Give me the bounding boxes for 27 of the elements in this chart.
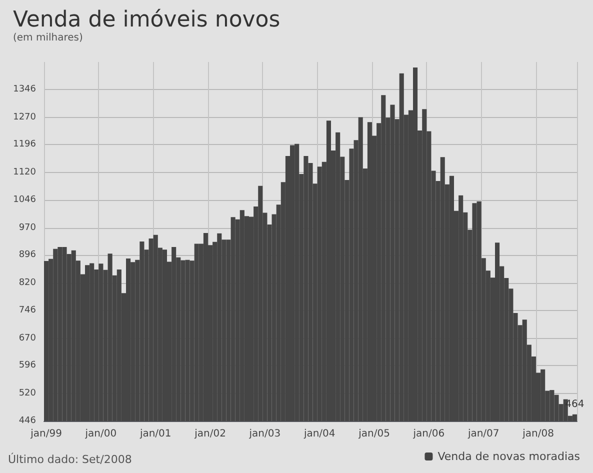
x-tick-label: jan/08 [522,428,554,440]
y-tick-label: 896 [18,250,36,260]
x-tick-label: jan/06 [412,428,445,440]
y-tick-label: 1046 [13,194,36,205]
y-tick-label: 970 [18,222,36,233]
x-tick-label: jan/04 [302,428,336,440]
y-tick-label: 520 [18,388,36,399]
x-tick-label: jan/05 [358,428,390,440]
legend-label: Venda de novas moradias [438,450,580,463]
x-tick-label: jan/01 [138,428,172,440]
chart-title: Venda de imóveis novos [13,8,280,32]
y-tick-label: 1270 [13,112,36,122]
y-tick-label: 1346 [13,84,36,94]
y-tick-label: 446 [18,416,36,426]
y-tick-label: 1120 [13,168,36,178]
y-tick-label: 746 [18,305,36,316]
x-tick-label: jan/07 [466,428,500,440]
x-tick-label: jan/99 [30,428,62,440]
y-tick-label: 670 [18,333,36,344]
text: Último dado: Set/2008 [8,452,132,466]
chart-subtitle: (em milhares) [13,32,83,44]
y-tick-label: 1196 [13,140,36,150]
x-tick-label: jan/00 [84,428,117,440]
x-tick-label: jan/02 [194,428,226,440]
y-tick-label: 820 [18,278,36,288]
y-tick-label: 596 [18,360,36,371]
x-tick-label: jan/03 [248,428,281,440]
